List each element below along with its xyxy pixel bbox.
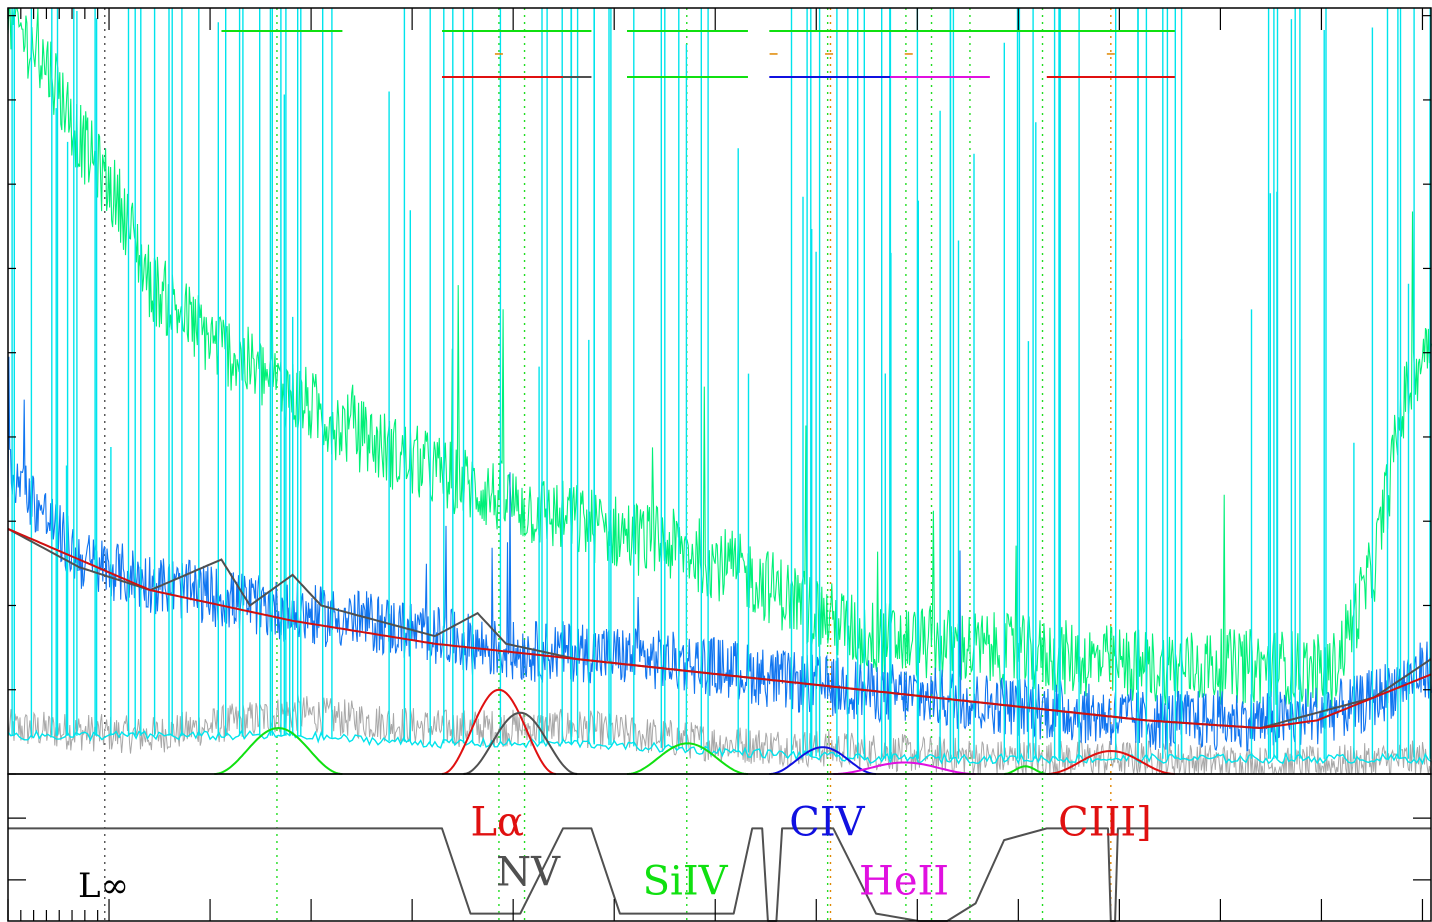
- vertical-guides: [104, 8, 1112, 921]
- axis-ticks: [7, 8, 1431, 921]
- component-profile-1: [441, 688, 557, 775]
- bottom-panel-plot: [8, 827, 1431, 922]
- series-continuum: [7, 527, 1432, 730]
- series-cyan_floor: [7, 729, 1432, 766]
- component-profile-5: [833, 761, 976, 775]
- series-flux: [7, 7, 1432, 710]
- component-profile-2: [463, 711, 578, 775]
- transmission-curve: [8, 827, 1431, 922]
- series-binned: [7, 356, 1432, 752]
- component-profile-6: [1004, 765, 1047, 775]
- component-profile-0: [214, 726, 343, 775]
- line-label-1: NV: [496, 850, 561, 896]
- line-label-4: HeII: [859, 859, 949, 905]
- range-bars: [221, 29, 1175, 78]
- component-profile-4: [769, 746, 877, 775]
- line-label-2: SiIV: [643, 859, 729, 905]
- bottom-panel-frame: [7, 773, 1432, 922]
- line-label-0: Lα: [470, 800, 524, 846]
- component-profile-3: [626, 742, 749, 775]
- series-grey_noise: [7, 694, 1432, 776]
- main-panel-plot: [7, 7, 1432, 776]
- corner-label: L∞: [78, 866, 129, 906]
- line-label-3: CIV: [789, 800, 865, 846]
- component-profile-7: [1046, 749, 1175, 775]
- line-label-5: CIII]: [1058, 800, 1152, 846]
